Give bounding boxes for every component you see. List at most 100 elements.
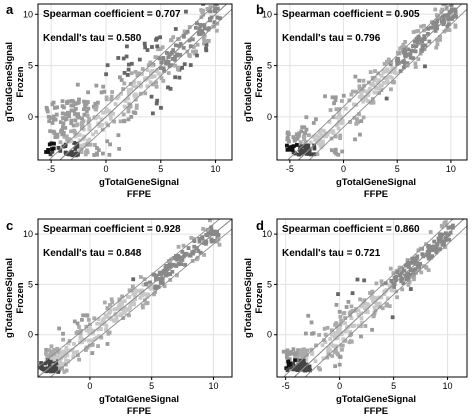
data-point	[151, 82, 156, 87]
data-point	[49, 357, 54, 361]
data-point	[67, 114, 71, 119]
data-point	[353, 137, 357, 142]
y-axis-title: Frozen	[15, 66, 26, 97]
data-point	[442, 13, 447, 18]
data-point	[52, 363, 57, 368]
data-point	[143, 76, 147, 81]
data-point	[56, 145, 61, 150]
data-point	[161, 57, 166, 62]
data-point	[389, 75, 394, 80]
data-point	[343, 329, 348, 334]
data-point	[79, 328, 83, 333]
data-point	[178, 42, 183, 46]
data-point	[181, 33, 186, 38]
data-point	[315, 152, 320, 157]
data-point	[310, 351, 315, 355]
data-point	[285, 368, 290, 373]
y-tick-label: 10	[262, 229, 272, 239]
data-point	[413, 49, 418, 54]
data-point	[121, 309, 126, 314]
data-point	[443, 238, 448, 242]
data-point	[109, 297, 114, 302]
data-point	[413, 257, 417, 261]
data-point	[411, 272, 416, 276]
data-point	[72, 319, 77, 324]
data-point	[94, 104, 99, 109]
data-point	[305, 348, 310, 353]
data-point	[372, 311, 377, 315]
data-point	[123, 98, 128, 103]
data-point	[198, 22, 203, 27]
data-point	[297, 152, 302, 157]
data-point	[443, 220, 448, 224]
data-point	[428, 25, 433, 30]
data-point	[350, 309, 355, 313]
data-point	[361, 115, 366, 120]
y-tick-label: 5	[267, 279, 272, 289]
data-point	[385, 78, 390, 83]
data-point	[327, 348, 332, 352]
data-point	[212, 238, 217, 243]
data-point	[405, 61, 410, 66]
data-point	[300, 149, 305, 154]
data-point	[358, 132, 362, 137]
data-point	[389, 288, 394, 293]
data-point	[62, 370, 67, 374]
data-point	[182, 29, 187, 34]
data-point	[72, 128, 77, 133]
data-point	[149, 94, 154, 99]
x-tick-label: -5	[47, 164, 55, 174]
data-point	[327, 119, 332, 124]
data-point	[385, 80, 390, 85]
data-point	[154, 273, 159, 278]
data-point	[132, 93, 137, 98]
data-point	[191, 237, 196, 241]
y-axis-title: gTotalGeneSignal	[4, 258, 15, 338]
stat-annotation: Spearman coefficient = 0.860	[282, 224, 420, 235]
stat-annotation: Spearman coefficient = 0.707	[43, 9, 181, 20]
data-point	[168, 86, 173, 91]
x-tick-label: 5	[149, 381, 154, 391]
data-point	[142, 41, 147, 46]
data-point	[75, 82, 80, 87]
y-tick-label: 5	[267, 61, 272, 71]
data-point	[119, 312, 124, 317]
data-point	[434, 45, 439, 50]
data-point	[146, 292, 151, 297]
data-point	[203, 241, 208, 246]
data-point	[329, 328, 334, 333]
data-point	[349, 304, 354, 309]
data-point	[410, 256, 415, 261]
data-point	[66, 348, 71, 353]
data-point	[119, 91, 124, 96]
data-point	[430, 254, 435, 259]
data-point	[362, 89, 367, 94]
data-point	[408, 55, 413, 60]
data-point	[303, 331, 308, 336]
data-point	[392, 80, 396, 85]
data-point	[45, 109, 50, 114]
data-point	[205, 227, 210, 232]
data-point	[58, 361, 63, 366]
data-point	[293, 355, 298, 360]
data-point	[213, 6, 217, 11]
data-point	[293, 352, 298, 357]
data-point	[113, 318, 118, 323]
data-point	[439, 9, 444, 14]
data-point	[109, 317, 114, 322]
data-point	[340, 343, 345, 348]
data-point	[420, 37, 425, 42]
data-point	[389, 278, 394, 283]
data-point	[57, 326, 62, 331]
data-point	[198, 250, 203, 255]
data-point	[86, 90, 91, 95]
data-point	[295, 143, 299, 147]
data-point	[126, 117, 131, 122]
data-point	[288, 147, 293, 152]
data-point	[300, 125, 305, 130]
data-point	[446, 13, 450, 18]
data-point	[368, 291, 372, 295]
data-point	[46, 150, 51, 154]
data-point	[167, 64, 172, 69]
data-point	[400, 59, 405, 64]
